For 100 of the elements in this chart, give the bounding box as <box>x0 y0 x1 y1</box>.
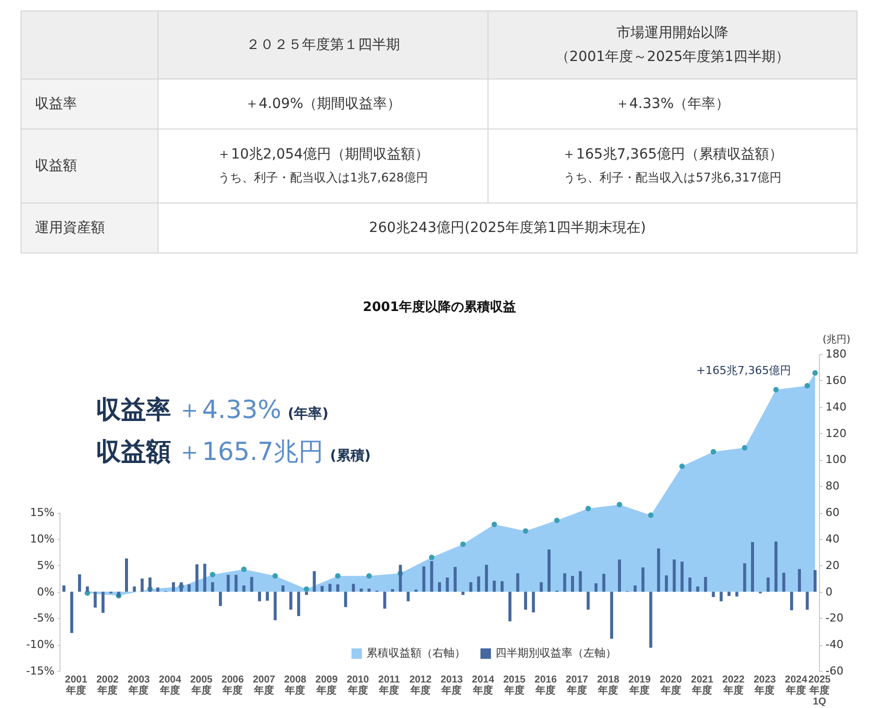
point <box>773 386 779 392</box>
bar <box>672 560 676 592</box>
x-tick-label: 2005 年度 <box>190 674 213 696</box>
point <box>241 566 247 572</box>
bar <box>172 582 175 592</box>
bar <box>750 542 754 592</box>
x-tick-label: 2018 年度 <box>597 674 620 696</box>
bar <box>368 588 371 592</box>
bar <box>454 566 457 592</box>
text: ＋10兆2,054億円（期間収益額） <box>217 146 429 162</box>
y2-tick-label: 0 <box>826 585 832 598</box>
bar <box>696 586 700 592</box>
bar <box>586 592 590 610</box>
y-tick-label: -5% <box>33 612 54 625</box>
bar <box>422 566 426 592</box>
bar <box>203 564 206 592</box>
bar <box>226 574 230 592</box>
bar <box>594 583 598 592</box>
bar <box>704 576 708 592</box>
bar <box>798 569 801 592</box>
x-tick-label: 2017 年度 <box>566 674 588 696</box>
bar <box>814 570 817 592</box>
bar <box>86 586 89 592</box>
point <box>304 586 310 592</box>
bar <box>766 577 770 592</box>
y2-tick-label: 20 <box>826 558 840 572</box>
bar <box>391 589 394 592</box>
bar <box>398 564 402 592</box>
y2-tick-label: 40 <box>826 532 840 546</box>
bar <box>461 592 464 595</box>
bar <box>649 592 652 648</box>
point <box>492 522 498 528</box>
bar <box>602 574 606 592</box>
bar <box>140 578 144 592</box>
bar <box>344 592 348 608</box>
bar <box>532 592 535 612</box>
x-tick-label: 2007 年度 <box>252 674 276 696</box>
point <box>554 518 560 524</box>
bar <box>406 592 410 602</box>
bar <box>548 549 551 592</box>
x-tick-label: 2020 年度 <box>660 674 682 696</box>
bar <box>242 585 246 592</box>
category-label: ２０２５年度第１四半期 <box>246 37 400 53</box>
y-tick-label: 0% <box>37 585 54 598</box>
bar <box>180 582 183 592</box>
y2-tick-label: 180 <box>826 348 846 360</box>
bar <box>618 560 621 592</box>
bar <box>297 592 300 616</box>
point <box>272 573 278 579</box>
point <box>335 573 341 579</box>
bar <box>484 564 488 592</box>
bar <box>289 592 292 610</box>
text: ＋4.09%（期間収益率） <box>244 96 402 112</box>
bar <box>657 548 660 592</box>
legend-label: 四半期別収益率（左軸） <box>496 646 617 660</box>
bar <box>336 584 340 592</box>
y2-tick-label: 160 <box>826 374 846 387</box>
annotation: +165兆7,365億円 <box>696 364 791 377</box>
y2-axis-title: (兆円) <box>822 334 850 346</box>
y2-tick-label: 120 <box>826 426 846 440</box>
bar <box>211 582 214 592</box>
bar <box>806 592 809 610</box>
bar <box>492 580 496 592</box>
bar <box>720 592 723 602</box>
bar <box>712 592 715 598</box>
x-tick-label: 2009 年度 <box>315 674 338 696</box>
bar <box>610 592 614 639</box>
legend-label: 累積収益額（右軸） <box>366 646 466 660</box>
x-tick-label: 2022 年度 <box>722 674 745 696</box>
x-tick-label: 2003 年度 <box>128 674 150 696</box>
bar <box>680 562 684 592</box>
point <box>679 464 685 470</box>
bar <box>469 582 472 592</box>
bar <box>258 592 262 602</box>
category-label: 運用資産額 <box>35 220 105 236</box>
text: 260兆243億円(2025年度第1四半期末現在) <box>369 220 646 236</box>
bar <box>304 592 308 595</box>
y2-tick-label: 80 <box>826 480 840 493</box>
bar <box>70 592 74 633</box>
bar <box>312 571 316 592</box>
bar <box>195 564 198 592</box>
text: ＋165兆7,365億円（累積収益額） <box>562 146 783 162</box>
x-tick-label: 2006 年度 <box>222 674 244 696</box>
bar <box>743 563 746 592</box>
bar <box>500 581 504 592</box>
point <box>616 502 622 508</box>
annotation: 収益率 ＋4.33% (年率) <box>96 395 329 424</box>
y2-tick-label: 140 <box>826 400 846 414</box>
x-tick-label: 2011 年度 <box>378 674 400 696</box>
x-tick-label: 2024 年度 <box>784 674 808 696</box>
point <box>710 449 716 454</box>
bar <box>94 592 97 608</box>
bar <box>274 592 277 620</box>
bar <box>102 592 105 613</box>
bar <box>78 574 82 592</box>
y2-tick-label: -40 <box>826 638 844 652</box>
bar <box>578 571 582 592</box>
y-tick-label: -10% <box>26 638 54 652</box>
bar <box>782 572 786 592</box>
x-tick-label: 2001 年度 <box>65 674 88 696</box>
